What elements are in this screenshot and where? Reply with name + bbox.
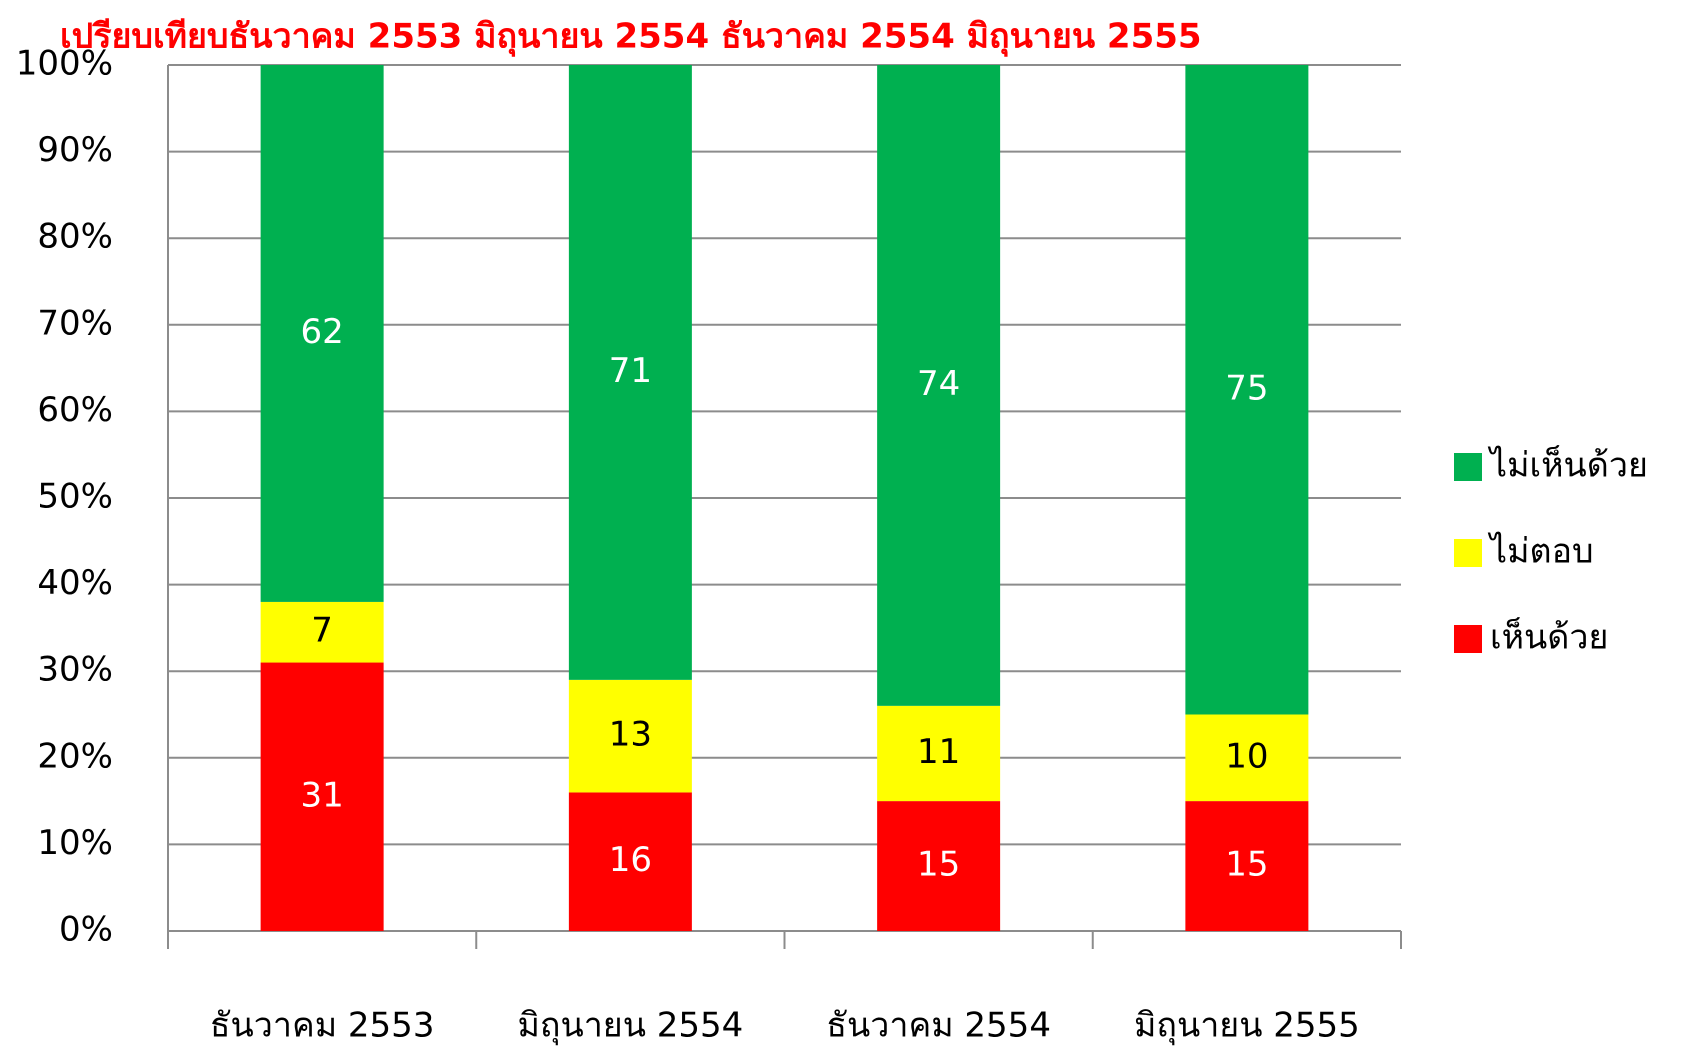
data-label: 75 <box>1225 368 1268 408</box>
data-label: 62 <box>300 312 343 352</box>
data-label: 31 <box>300 775 343 815</box>
bar-segment <box>260 662 384 931</box>
chart-title: เปรียบเทียบธันวาคม 2553 มิถุนายน 2554 ธั… <box>60 17 1202 58</box>
x-tick-label: มิถุนายน 2555 <box>1134 1006 1360 1046</box>
legend-swatch <box>1454 625 1482 653</box>
bar-segment <box>877 65 1001 706</box>
data-label: 10 <box>1225 736 1268 776</box>
data-label: 74 <box>917 364 960 404</box>
y-tick-label: 10% <box>37 823 113 863</box>
bar-segment <box>568 65 692 680</box>
y-tick-label: 100% <box>16 44 113 84</box>
y-tick-label: 20% <box>37 736 113 776</box>
y-tick-label: 0% <box>59 910 113 950</box>
y-tick-label: 60% <box>37 390 113 430</box>
data-label: 11 <box>917 732 960 772</box>
x-tick-label: ธันวาคม 2553 <box>210 1006 435 1046</box>
y-tick-label: 80% <box>37 217 113 257</box>
bar-segment <box>568 679 692 793</box>
y-tick-label: 30% <box>37 650 113 690</box>
bar-segment <box>1185 714 1309 802</box>
data-label: 71 <box>609 351 652 391</box>
bar-segment <box>877 705 1001 802</box>
y-tick-label: 90% <box>37 130 113 170</box>
data-label: 16 <box>609 840 652 880</box>
y-tick-label: 50% <box>37 477 113 517</box>
bar-segment <box>260 601 384 663</box>
legend-swatch <box>1454 539 1482 567</box>
y-tick-label: 70% <box>37 303 113 343</box>
legend-label: ไม่ตอบ <box>1487 532 1594 572</box>
x-tick-label: มิถุนายน 2554 <box>517 1006 743 1046</box>
bar-segment <box>877 801 1001 931</box>
bar-segment <box>568 792 692 931</box>
data-label: 7 <box>311 611 333 651</box>
data-label: 13 <box>609 715 652 755</box>
legend-label: ไม่เห็นด้วย <box>1487 445 1648 486</box>
bar-segment <box>1185 801 1309 931</box>
data-label: 15 <box>1225 845 1268 885</box>
legend-label: เห็นด้วย <box>1490 617 1608 658</box>
data-label: 15 <box>917 845 960 885</box>
legend-swatch <box>1454 453 1482 481</box>
y-tick-label: 40% <box>37 563 113 603</box>
x-tick-label: ธันวาคม 2554 <box>826 1006 1051 1046</box>
bar-segment <box>260 65 384 602</box>
bar-segment <box>1185 65 1309 715</box>
